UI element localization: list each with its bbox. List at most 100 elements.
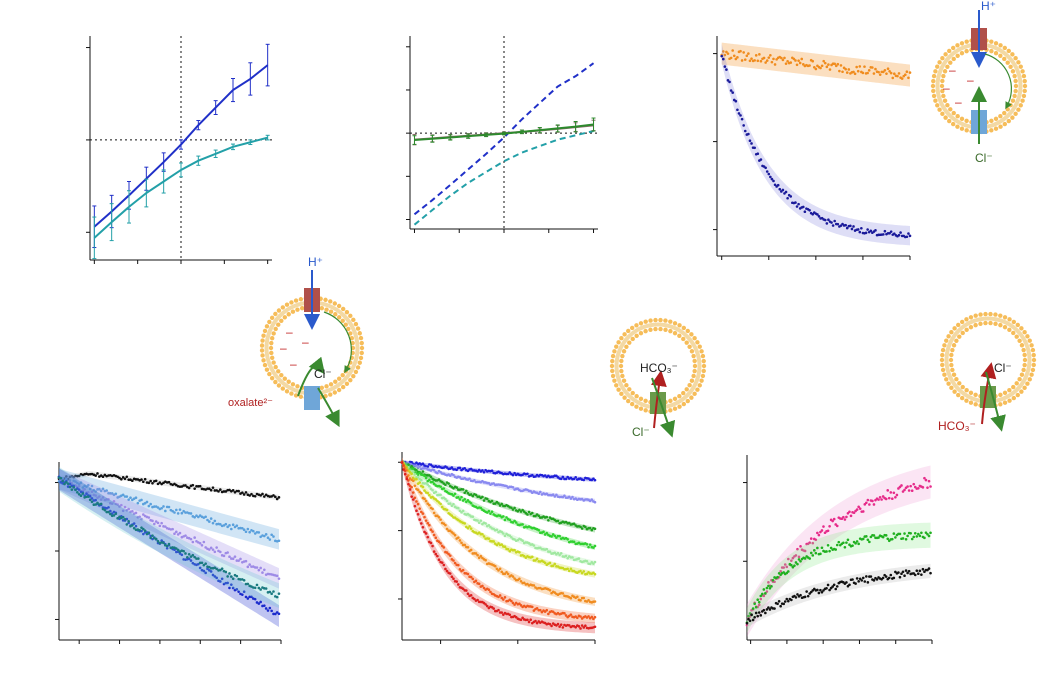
data-point	[865, 535, 868, 538]
lipid-head	[968, 400, 974, 405]
lipid-head	[1031, 357, 1037, 363]
data-point	[410, 464, 413, 468]
lipid-head	[626, 398, 631, 404]
lipid-head	[935, 103, 940, 108]
data-point	[526, 472, 529, 476]
data-point	[444, 483, 447, 487]
data-point	[551, 493, 555, 497]
lipid-head	[964, 317, 969, 322]
data-point	[532, 544, 536, 547]
data-point	[811, 212, 815, 216]
lipid-head	[685, 328, 690, 334]
data-point	[482, 470, 486, 474]
lipid-head	[933, 98, 938, 103]
data-point	[502, 613, 505, 616]
data-point	[866, 71, 869, 75]
data-point	[739, 49, 742, 53]
lipid-head	[344, 381, 350, 386]
lipid-head	[1007, 327, 1012, 332]
data-point	[814, 67, 818, 71]
lipid-head	[616, 340, 621, 345]
data-point	[466, 491, 470, 495]
data-point	[547, 612, 550, 616]
data-point	[783, 600, 787, 603]
lipid-head	[672, 406, 678, 411]
data-point	[773, 607, 776, 610]
data-point	[745, 54, 749, 58]
data-point	[423, 497, 426, 501]
data-point	[721, 50, 725, 53]
vesicle-schematic-b: ‒‒‒‒ H⁺ Cl⁻	[930, 0, 1028, 165]
svg-text:‒: ‒	[302, 335, 309, 349]
data-point	[195, 557, 198, 560]
data-point	[553, 562, 557, 566]
data-point	[734, 57, 738, 61]
data-point	[852, 225, 855, 228]
data-point	[506, 572, 510, 576]
data-point	[477, 556, 481, 560]
lipid-head	[349, 335, 355, 341]
lipid-head	[290, 382, 296, 387]
oxalate-transporter	[304, 386, 320, 410]
data-point	[416, 473, 420, 477]
data-point	[250, 492, 253, 496]
data-point	[513, 548, 516, 552]
data-point	[99, 498, 103, 501]
data-point	[564, 477, 568, 481]
data-point	[803, 557, 807, 560]
lipid-head	[692, 358, 697, 364]
data-point	[193, 555, 196, 559]
data-point	[889, 71, 893, 75]
data-point	[469, 493, 473, 496]
data-point	[416, 502, 420, 506]
data-point	[154, 479, 158, 483]
data-point	[924, 478, 928, 482]
data-point	[272, 494, 275, 497]
data-point	[838, 69, 841, 73]
data-point	[428, 478, 431, 482]
lipid-head	[614, 383, 619, 388]
data-point	[469, 501, 473, 505]
data-point	[857, 505, 860, 509]
lipid-head	[668, 328, 673, 334]
data-point	[246, 582, 250, 586]
data-point	[874, 229, 877, 232]
data-point	[530, 473, 534, 477]
data-point	[819, 588, 822, 592]
data-point	[421, 512, 425, 515]
data-point	[410, 495, 413, 498]
data-point	[811, 554, 815, 557]
data-point	[855, 65, 858, 69]
data-point	[760, 592, 764, 596]
lipid-head	[685, 398, 690, 404]
data-point	[906, 534, 909, 538]
data-point	[431, 507, 434, 511]
data-point	[264, 533, 268, 536]
data-point	[140, 517, 143, 521]
data-point	[202, 563, 206, 567]
data-point	[835, 585, 839, 588]
lipid-head	[638, 396, 644, 402]
lipid-head	[959, 319, 965, 325]
lipid-head	[692, 335, 697, 341]
data-point	[904, 569, 908, 572]
lipid-head	[653, 326, 658, 332]
data-point	[588, 543, 592, 546]
data-point	[816, 213, 819, 216]
data-point	[429, 541, 433, 545]
lipid-head	[941, 93, 946, 99]
lipid-head	[620, 373, 625, 379]
lipid-head	[336, 376, 342, 381]
data-point	[545, 608, 549, 612]
data-point	[191, 553, 195, 557]
lipid-head	[1030, 347, 1036, 353]
data-point	[79, 494, 83, 497]
sem-band	[59, 468, 279, 550]
data-point	[471, 515, 475, 519]
data-point	[522, 581, 526, 585]
lipid-head	[295, 307, 300, 312]
lipid-head	[268, 345, 274, 351]
data-point	[826, 583, 830, 587]
data-point	[423, 489, 426, 492]
data-point	[259, 600, 262, 604]
